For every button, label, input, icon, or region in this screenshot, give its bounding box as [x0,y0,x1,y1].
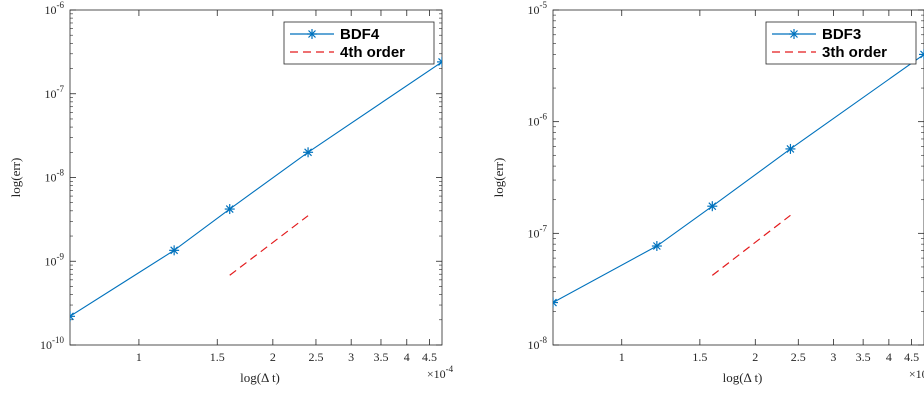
y-tick-label: 10-6 [528,112,548,129]
chart-right: 10-8 10-7 10-6 10-5 1 1.5 2 2.5 3 3.5 4 4.5×10-4 log… [491,0,924,385]
y-tick-label: 10-5 [528,0,548,17]
x-axis-title: log(Δ t) [723,370,763,385]
x-tick-label: 4.5 [422,350,437,364]
series-line-bdf4 [70,61,442,317]
series-line-bdf3 [553,53,924,304]
x-tick-label: 4.5 [904,350,919,364]
x-multiplier-label: ×10-4 [909,364,924,381]
x-tick-label: 1 [136,350,142,364]
data-point [437,56,442,67]
y-axis-title: log(err) [491,158,506,198]
y-axis-title: log(err) [8,158,23,198]
data-point [70,311,75,322]
plot-area [553,49,924,308]
x-tick-label: 4 [404,350,410,364]
legend-label: BDF3 [822,26,861,43]
x-tick-label: 3 [348,350,354,364]
data-point [169,245,180,256]
legend-box [283,21,435,65]
x-axis-title: log(Δ t) [240,370,280,385]
legend-marker [789,29,799,39]
y-tick-label: 10-6 [45,0,65,17]
data-point [553,297,558,308]
x-multiplier-label: ×10-4 [427,364,454,381]
x-tick-label: 2.5 [791,350,806,364]
series-line-4th-order [229,215,309,276]
y-tick-label: 10-8 [45,168,65,185]
x-tick-label: 3.5 [856,350,871,364]
legend-box [765,21,917,65]
x-tick-label: 1.5 [210,350,225,364]
legend-label: BDF4 [340,26,380,43]
data-point [785,143,796,154]
data-point [919,49,924,60]
legend-label: 3th order [822,44,887,61]
series-line-3th-order [711,214,791,276]
data-point [651,241,662,252]
axes-box [552,9,924,346]
data-point [707,201,718,212]
y-tick-label: 10-7 [528,223,548,240]
x-tick-label: 3.5 [373,350,388,364]
y-tick-label: 10-7 [45,84,65,101]
y-tick-label: 10-8 [528,335,548,352]
x-tick-label: 2.5 [308,350,323,364]
x-tick-label: 1 [619,350,625,364]
data-point [224,204,235,215]
x-tick-label: 4 [886,350,892,364]
x-tick-label: 2 [752,350,758,364]
x-tick-label: 3 [830,350,836,364]
y-tick-label: 10-10 [40,335,64,352]
legend-label: 4th order [340,44,405,61]
chart-left: 10-10 10-9 10-8 10-7 10-6 1 1.5 2 2.5 3 3.5 4 4.5×10… [8,0,454,385]
plot-area [70,56,442,322]
legend-marker [307,29,317,39]
x-tick-label: 2 [270,350,276,364]
y-tick-label: 10-9 [45,251,65,268]
x-tick-label: 1.5 [692,350,707,364]
data-point [303,147,314,158]
